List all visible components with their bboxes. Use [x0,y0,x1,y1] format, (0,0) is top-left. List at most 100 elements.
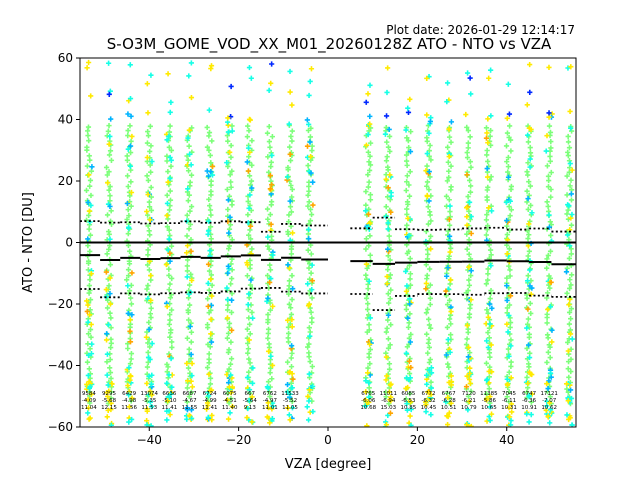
scatter-marker [266,123,272,130]
scatter-marker [403,396,409,402]
scatter-marker [547,129,554,136]
scatter-marker [228,142,234,149]
scatter-marker [486,374,492,380]
scatter-marker [564,192,570,198]
scatter-marker [149,392,155,398]
scatter-marker [547,153,553,159]
scatter-marker [309,262,315,268]
scatter-marker [548,222,554,228]
scatter-marker [566,285,573,292]
scatter-marker [186,127,192,133]
scatter-marker [507,267,513,273]
scatter-marker [168,307,175,313]
scatter-marker [504,217,510,224]
scatter-marker [366,394,372,400]
scatter-marker [206,356,212,362]
scatter-marker [485,158,491,165]
scatter-marker [306,221,312,227]
scatter-marker [144,173,150,179]
scatter-marker [527,267,533,273]
scatter-marker [107,88,113,94]
scatter-marker [568,395,575,402]
bin-stat-label: -5.86 [482,398,497,404]
scatter-marker [549,327,555,333]
scatter-marker [445,144,451,150]
scatter-marker [107,310,113,316]
scatter-marker [146,267,152,273]
scatter-marker [209,293,215,299]
scatter-marker [85,410,91,416]
scatter-marker [367,233,373,239]
scatter-marker [403,350,409,356]
scatter-marker [363,208,369,214]
scatter-marker [447,349,453,355]
scatter-marker [265,335,271,341]
scatter-marker [568,222,575,228]
bin-stat-label: -4.97 [263,398,278,404]
scatter-marker [108,336,114,342]
scatter-marker [504,283,510,289]
scatter-marker [247,360,253,366]
scatter-marker [365,211,372,217]
scatter-marker [206,268,213,274]
scatter-marker [448,332,454,338]
scatter-marker [168,243,175,249]
scatter-marker [224,315,231,321]
bin-stat-label: 11.05 [282,405,298,411]
scatter-marker [384,325,390,331]
scatter-marker [187,208,193,214]
scatter-marker [526,248,532,254]
scatter-marker [382,131,389,137]
scatter-marker [487,133,493,139]
scatter-marker [568,128,575,134]
scatter-marker [188,162,194,168]
scatter-marker [548,194,554,200]
scatter-marker [166,144,172,150]
scatter-marker [287,321,293,327]
scatter-marker [525,243,531,249]
scatter-marker [148,169,154,175]
scatter-marker [270,403,276,409]
scatter-marker [466,237,472,243]
scatter-marker [509,409,515,415]
scatter-marker [423,168,429,174]
scatter-marker [84,359,91,365]
scatter-marker [408,422,414,427]
scatter-marker [446,297,453,304]
scatter-marker [383,419,389,425]
scatter-marker [407,301,413,307]
scatter-marker [528,399,535,405]
scatter-marker [188,351,194,358]
scatter-marker [267,172,273,179]
scatter-marker [405,138,411,144]
scatter-marker [107,198,113,204]
scatter-marker [423,372,430,378]
scatter-marker [224,307,231,313]
scatter-marker [125,111,131,117]
scatter-marker [188,203,195,210]
scatter-marker [84,381,90,388]
scatter-marker [384,139,390,145]
scatter-marker [428,370,435,376]
scatter-marker [207,207,214,213]
scatter-marker [544,163,551,169]
scatter-marker [127,143,134,149]
scatter-marker [464,422,470,427]
scatter-marker [208,236,214,242]
scatter-marker [104,414,110,420]
scatter-marker [229,198,235,204]
scatter-marker [165,168,171,175]
bin-stat-label: -6.53 [401,398,416,404]
scatter-marker [467,134,473,140]
scatter-marker [106,152,113,158]
scatter-marker [525,132,531,138]
scatter-marker [568,246,574,252]
scatter-marker [127,248,133,254]
scatter-marker [486,386,492,392]
scatter-marker [426,187,432,193]
scatter-marker [245,350,251,356]
scatter-marker [265,154,271,160]
scatter-marker [86,416,92,422]
scatter-marker [388,381,394,387]
scatter-marker [267,279,273,286]
